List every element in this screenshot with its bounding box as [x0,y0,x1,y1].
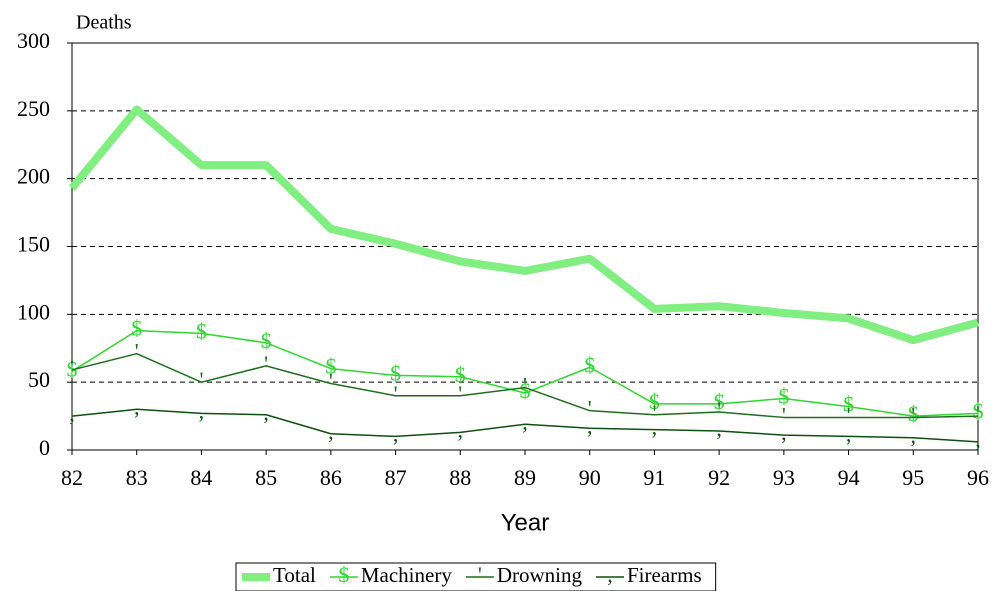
point-marker: , [458,417,464,442]
series-line [71,352,979,419]
point-marker: $ [778,383,789,408]
point-marker: , [975,427,981,452]
point-marker: ' [976,401,980,426]
point-marker: ' [394,381,398,406]
point-marker: , [716,416,722,441]
point-marker: , [393,421,399,446]
point-marker: , [134,394,140,419]
legend-marker: $ [338,562,349,587]
point-marker: ' [264,351,268,376]
point-marker: ' [782,402,786,427]
x-tick-label: 92 [708,465,730,490]
point-marker: , [781,420,787,445]
point-marker: , [652,415,658,440]
point-marker: ' [70,355,74,380]
point-marker: ' [135,339,139,364]
point-marker: $ [261,328,272,353]
x-tick-label: 88 [449,465,471,490]
point-marker: $ [908,401,919,426]
y-tick-label: 300 [17,28,50,53]
x-tick-label: 83 [126,465,148,490]
x-axis-label: Year [501,509,550,536]
point-marker: ' [652,400,656,425]
y-axis-label: Deaths [76,12,132,34]
point-marker: ' [847,402,851,427]
x-tick-label: 91 [643,465,665,490]
point-marker: ' [458,381,462,406]
legend-label: Drowning [497,563,583,587]
x-tick-label: 85 [255,465,277,490]
point-marker: , [587,413,593,438]
point-marker: , [328,419,334,444]
point-marker: ' [717,397,721,422]
point-marker: $ [843,392,854,417]
point-marker: ' [911,402,915,427]
point-marker: $ [714,389,725,414]
point-marker: $ [325,354,336,379]
point-marker: $ [520,378,531,403]
x-tick-label: 94 [838,465,860,490]
x-tick-label: 93 [773,465,795,490]
point-marker: $ [973,398,984,423]
point-marker: $ [196,318,207,343]
series-line [71,408,979,443]
point-marker: ' [523,373,527,398]
x-tick-label: 84 [190,465,212,490]
point-marker: , [522,409,528,434]
legend-label: Machinery [361,563,452,587]
point-marker: $ [67,356,78,381]
y-tick-label: 150 [17,232,50,257]
x-tick-label: 82 [61,465,83,490]
point-marker: $ [584,352,595,377]
legend-label: Total [273,563,316,587]
legend-label: Firearms [627,563,702,587]
y-tick-label: 250 [17,96,50,121]
x-tick-label: 90 [579,465,601,490]
y-tick-label: 50 [28,367,50,392]
y-tick-label: 200 [17,164,50,189]
point-marker: ' [329,369,333,394]
legend-marker: , [607,562,613,587]
x-tick-label: 87 [385,465,407,490]
point-marker: , [69,401,75,426]
point-marker: ' [199,367,203,392]
point-marker: $ [455,362,466,387]
point-marker: $ [131,316,142,341]
y-tick-label: 100 [17,299,50,324]
series-line [68,105,980,345]
legend-marker: ' [478,562,482,587]
y-tick-label: 0 [39,435,50,460]
x-tick-label: 96 [967,465,989,490]
x-tick-label: 89 [514,465,536,490]
point-marker: , [263,400,269,425]
point-marker: , [199,398,205,423]
point-marker: ' [588,396,592,421]
series-line [71,329,979,417]
point-marker: $ [649,389,660,414]
point-marker: $ [390,360,401,385]
x-tick-label: 95 [902,465,924,490]
point-marker: , [911,423,917,448]
point-marker: , [846,421,852,446]
x-tick-label: 86 [320,465,342,490]
